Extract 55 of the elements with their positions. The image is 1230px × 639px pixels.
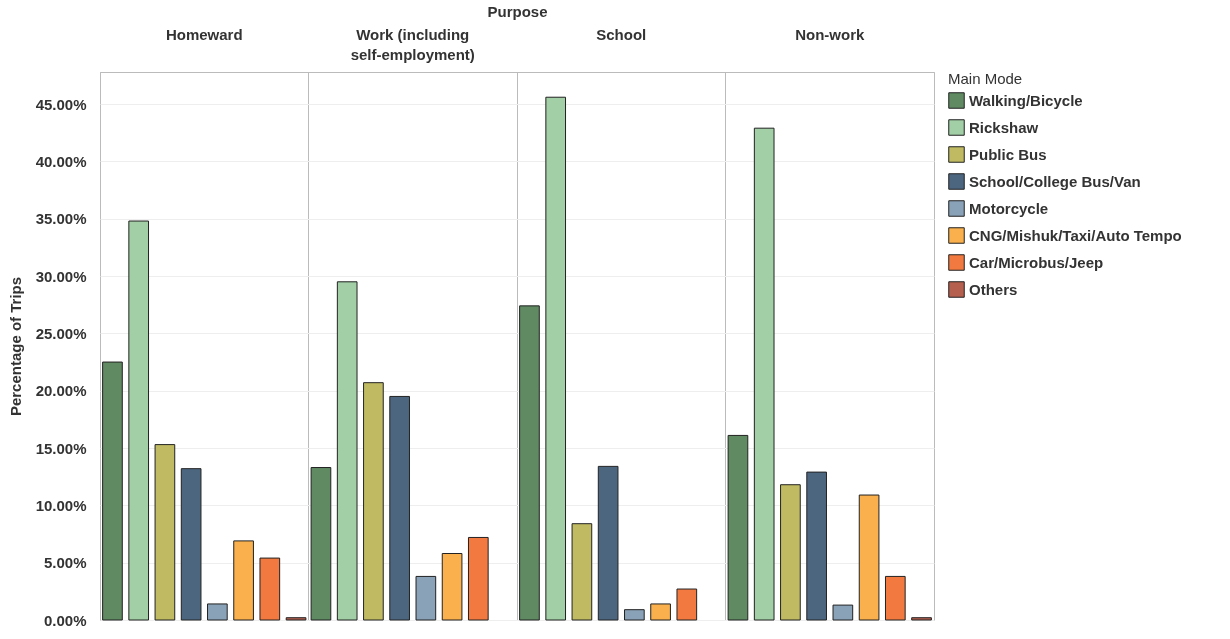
y-tick-label: 40.00% (35, 152, 87, 170)
legend-label: Others (969, 280, 1018, 298)
bar (571, 523, 593, 621)
bar (441, 553, 463, 621)
bar (467, 536, 489, 621)
x-tick-label: School (596, 25, 647, 43)
bar (858, 494, 880, 621)
legend-label: CNG/Mishuk/Taxi/Auto Tempo (969, 226, 1182, 244)
bar (180, 468, 202, 621)
bar (519, 305, 540, 621)
y-tick-label: 25.00% (35, 324, 87, 342)
legend-title: Main Mode (948, 70, 1023, 87)
bar (911, 617, 932, 621)
bar (806, 471, 827, 621)
bar (676, 588, 698, 621)
bar (727, 434, 749, 621)
legend-label: Car/Microbus/Jeep (969, 253, 1104, 271)
bar (832, 604, 854, 621)
y-tick-label: 30.00% (35, 267, 87, 285)
x-tick-label: Work (including self-employment) (350, 25, 475, 63)
x-tick-label: Homeward (165, 25, 243, 43)
bar (389, 395, 410, 621)
bar (259, 557, 281, 621)
y-tick-label: 5.00% (43, 554, 87, 572)
y-tick-label: 20.00% (35, 382, 87, 400)
x-tick-label: Non-work (795, 25, 865, 43)
bar (753, 127, 775, 621)
legend-label: Motorcycle (969, 199, 1049, 217)
y-tick-label: 15.00% (35, 439, 87, 457)
bar (884, 575, 906, 621)
y-axis-title: Percentage of Trips (6, 276, 24, 417)
bar (780, 484, 801, 621)
y-tick-label: 45.00% (35, 95, 87, 113)
legend-label: Public Bus (969, 145, 1047, 163)
legend-label: School/College Bus/Van (969, 172, 1141, 190)
y-tick-label: 0.00% (43, 611, 87, 629)
bar (102, 361, 123, 621)
x-axis-title: Purpose (487, 2, 548, 20)
legend-label: Walking/Bicycle (969, 91, 1083, 109)
bar (545, 96, 567, 621)
bar (310, 467, 332, 621)
y-tick-label: 35.00% (35, 210, 87, 228)
bar (285, 617, 307, 621)
bar (624, 609, 645, 621)
bar (154, 444, 176, 621)
y-tick-label: 10.00% (35, 496, 87, 514)
bar (597, 465, 619, 621)
bar (415, 575, 437, 621)
bar (336, 281, 358, 621)
legend-label: Rickshaw (969, 118, 1039, 136)
bar (207, 603, 228, 621)
bar (233, 540, 254, 621)
bar (363, 382, 384, 621)
bar (128, 220, 150, 621)
bar (650, 603, 671, 621)
